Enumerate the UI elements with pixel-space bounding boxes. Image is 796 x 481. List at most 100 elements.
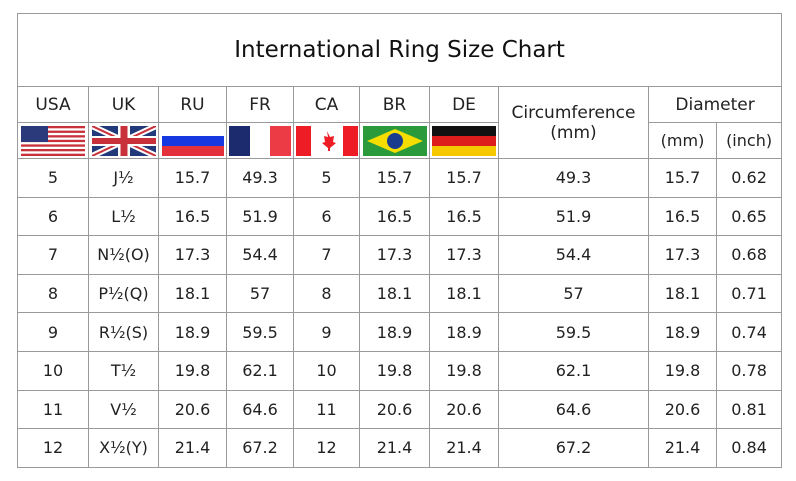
- cell-fr: 67.2: [226, 428, 294, 468]
- cell-fr: 57: [226, 273, 294, 314]
- col-usa: USA: [17, 86, 89, 123]
- cell-de: 15.7: [429, 158, 499, 198]
- col-circumference: Circumference (mm): [498, 86, 649, 159]
- cell-diameter-mm: 18.9: [648, 312, 717, 352]
- cell-de: 17.3: [429, 235, 499, 275]
- russia-flag-icon: [158, 122, 227, 159]
- cell-uk: P½(Q): [88, 273, 159, 314]
- cell-diameter-mm: 18.1: [648, 273, 717, 314]
- cell-circumference: 51.9: [498, 196, 649, 237]
- cell-de: 21.4: [429, 428, 499, 468]
- cell-ca: 9: [293, 312, 360, 352]
- cell-usa: 10: [17, 350, 89, 391]
- cell-ca: 8: [293, 273, 360, 314]
- cell-ru: 18.1: [158, 273, 227, 314]
- cell-ca: 10: [293, 350, 360, 391]
- cell-uk: X½(Y): [88, 428, 159, 468]
- ring-size-table: International Ring Size Chart USA UK RU …: [16, 13, 783, 468]
- cell-de: 18.9: [429, 312, 499, 352]
- uk-flag-icon: [88, 122, 159, 159]
- cell-fr: 62.1: [226, 350, 294, 391]
- cell-br: 19.8: [359, 350, 430, 391]
- circumference-label: Circumference: [511, 102, 636, 123]
- cell-de: 18.1: [429, 273, 499, 314]
- cell-diameter-inch: 0.81: [715, 389, 783, 430]
- cell-fr: 51.9: [226, 196, 294, 237]
- col-ru: RU: [158, 86, 227, 123]
- cell-usa: 9: [17, 312, 89, 352]
- table-row: 12 X½(Y) 21.4 67.2 12 21.4 21.4 67.2 21.4 0.84: [17, 428, 783, 468]
- cell-diameter-inch: 0.62: [715, 158, 783, 198]
- cell-br: 18.1: [359, 273, 430, 314]
- col-diameter-inch: (inch): [715, 122, 783, 159]
- usa-flag-icon: [17, 122, 89, 159]
- cell-diameter-inch: 0.71: [715, 273, 783, 314]
- cell-uk: J½: [88, 158, 159, 198]
- cell-br: 21.4: [359, 428, 430, 468]
- cell-ru: 20.6: [158, 389, 227, 430]
- cell-de: 20.6: [429, 389, 499, 430]
- cell-br: 17.3: [359, 235, 430, 275]
- chart-title: International Ring Size Chart: [16, 13, 783, 87]
- col-diameter: Diameter: [647, 86, 783, 123]
- cell-circumference: 67.2: [498, 428, 649, 468]
- cell-ru: 17.3: [158, 235, 227, 275]
- cell-diameter-inch: 0.78: [715, 350, 783, 391]
- cell-ca: 6: [293, 196, 360, 237]
- table-row: 9 R½(S) 18.9 59.5 9 18.9 18.9 59.5 18.9 0.74: [17, 312, 783, 352]
- cell-ca: 5: [293, 158, 360, 198]
- cell-circumference: 64.6: [498, 389, 649, 430]
- cell-usa: 8: [17, 273, 89, 314]
- table-row: 11 V½ 20.6 64.6 11 20.6 20.6 64.6 20.6 0.81: [17, 389, 783, 430]
- germany-flag-icon: [429, 122, 499, 159]
- cell-br: 16.5: [359, 196, 430, 237]
- cell-de: 16.5: [429, 196, 499, 237]
- table-row: 7 N½(O) 17.3 54.4 7 17.3 17.3 54.4 17.3 0.68: [17, 235, 783, 275]
- cell-ru: 16.5: [158, 196, 227, 237]
- cell-fr: 59.5: [226, 312, 294, 352]
- cell-diameter-mm: 21.4: [648, 428, 717, 468]
- cell-diameter-mm: 20.6: [648, 389, 717, 430]
- cell-circumference: 59.5: [498, 312, 649, 352]
- cell-de: 19.8: [429, 350, 499, 391]
- cell-uk: V½: [88, 389, 159, 430]
- col-br: BR: [359, 86, 430, 123]
- cell-uk: R½(S): [88, 312, 159, 352]
- cell-usa: 12: [17, 428, 89, 468]
- col-ca: CA: [293, 86, 360, 123]
- cell-uk: N½(O): [88, 235, 159, 275]
- cell-uk: L½: [88, 196, 159, 237]
- table-row: 5 J½ 15.7 49.3 5 15.7 15.7 49.3 15.7 0.62: [17, 158, 783, 198]
- cell-diameter-mm: 17.3: [648, 235, 717, 275]
- cell-ru: 19.8: [158, 350, 227, 391]
- cell-usa: 6: [17, 196, 89, 237]
- cell-ru: 21.4: [158, 428, 227, 468]
- cell-usa: 11: [17, 389, 89, 430]
- brazil-flag-icon: [359, 122, 430, 159]
- col-fr: FR: [226, 86, 294, 123]
- cell-diameter-inch: 0.65: [715, 196, 783, 237]
- cell-circumference: 62.1: [498, 350, 649, 391]
- cell-usa: 7: [17, 235, 89, 275]
- cell-diameter-inch: 0.84: [715, 428, 783, 468]
- cell-fr: 49.3: [226, 158, 294, 198]
- france-flag-icon: [226, 122, 294, 159]
- table-row: 6 L½ 16.5 51.9 6 16.5 16.5 51.9 16.5 0.65: [17, 196, 783, 237]
- cell-diameter-inch: 0.74: [715, 312, 783, 352]
- cell-fr: 54.4: [226, 235, 294, 275]
- table-row: 8 P½(Q) 18.1 57 8 18.1 18.1 57 18.1 0.71: [17, 273, 783, 314]
- cell-br: 15.7: [359, 158, 430, 198]
- cell-ca: 12: [293, 428, 360, 468]
- cell-diameter-mm: 15.7: [648, 158, 717, 198]
- cell-br: 20.6: [359, 389, 430, 430]
- cell-ru: 18.9: [158, 312, 227, 352]
- cell-diameter-mm: 16.5: [648, 196, 717, 237]
- cell-ru: 15.7: [158, 158, 227, 198]
- cell-uk: T½: [88, 350, 159, 391]
- cell-diameter-inch: 0.68: [715, 235, 783, 275]
- cell-ca: 11: [293, 389, 360, 430]
- cell-usa: 5: [17, 158, 89, 198]
- circumference-unit: (mm): [550, 122, 597, 143]
- cell-circumference: 49.3: [498, 158, 649, 198]
- cell-br: 18.9: [359, 312, 430, 352]
